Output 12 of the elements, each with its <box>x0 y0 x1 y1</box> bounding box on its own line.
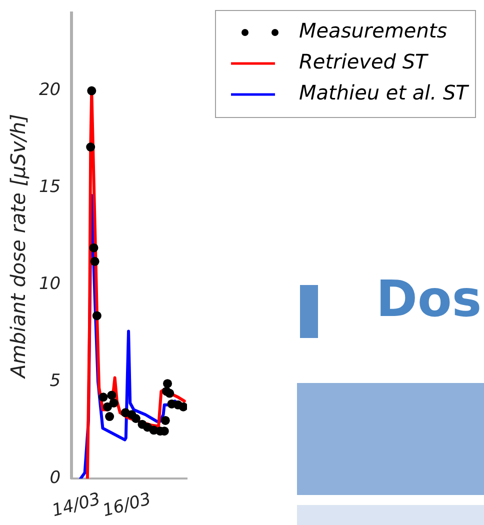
legend-label: Mathieu et al. ST <box>299 80 470 105</box>
y-tick-label: 10 <box>38 274 61 294</box>
legend-label: Retrieved ST <box>299 50 430 74</box>
legend-label: Measurements <box>299 18 448 43</box>
y-axis-title: Ambiant dose rate [μSv/h] <box>6 114 30 380</box>
x-tick-label: 16/03 <box>100 489 154 522</box>
x-tick-label: 14/03 <box>50 489 103 522</box>
y-tick-label: 5 <box>50 371 61 392</box>
y-tick-label: 15 <box>38 177 61 198</box>
text: Dos <box>376 270 483 328</box>
y-tick-label: 0 <box>50 468 61 488</box>
y-tick-label: 20 <box>38 80 61 100</box>
